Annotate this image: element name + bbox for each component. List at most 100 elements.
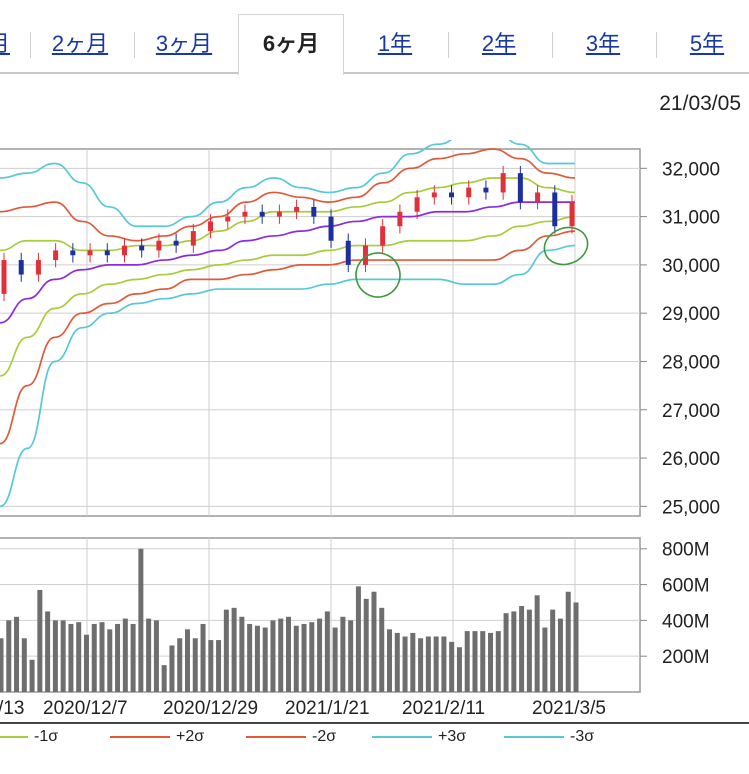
legend-label: -1σ	[34, 728, 59, 745]
candle-body	[121, 245, 127, 256]
candle-body	[449, 192, 455, 198]
band-line-+2σ	[0, 148, 576, 242]
x-axis-labels: /13 2020/12/7 2020/12/29 2021/1/21 2021/2/11…	[0, 698, 606, 719]
tab-separator	[134, 32, 135, 58]
volume-bar	[6, 620, 12, 692]
candle-body	[431, 192, 437, 198]
tab-2-years[interactable]: 2年	[481, 31, 517, 56]
candle-body	[483, 187, 489, 193]
candle-body	[139, 245, 145, 251]
volume-bar	[208, 640, 214, 692]
volume-panel: 800M 600M 400M 200M	[0, 537, 710, 693]
tab-2-months[interactable]: 2ヶ月	[51, 31, 109, 56]
volume-bar	[402, 636, 408, 692]
volume-bar	[107, 629, 113, 692]
x-tick-label: 2021/2/11	[402, 698, 485, 719]
band-line-MA	[0, 201, 575, 324]
y-tick-label: 800M	[662, 540, 710, 561]
candle-body	[18, 260, 24, 275]
chart-date-label: 21/03/05	[659, 92, 741, 115]
volume-bar	[293, 625, 299, 692]
volume-bar	[488, 632, 494, 692]
volume-bar	[83, 634, 89, 692]
volume-bar	[456, 647, 462, 692]
tab-1-month[interactable]: 月	[0, 16, 16, 72]
candle-body	[53, 250, 59, 261]
legend-label: -3σ	[570, 728, 595, 745]
legend-item-minus1sigma: -1σ	[0, 728, 58, 746]
volume-bar	[348, 620, 354, 692]
band-line--3σ	[0, 244, 576, 508]
volume-bar	[433, 636, 439, 692]
x-tick-label: /13	[0, 698, 24, 719]
volume-bar	[526, 609, 532, 692]
candle-body	[35, 260, 41, 275]
volume-bar	[231, 607, 237, 692]
annotation-circle	[543, 226, 589, 266]
legend-line	[0, 735, 28, 738]
tab-separator	[448, 32, 449, 58]
candle-body	[569, 202, 575, 227]
tab-separator	[656, 32, 657, 58]
tab-1-year[interactable]: 1年	[377, 31, 413, 56]
band-line--1σ	[0, 215, 576, 377]
volume-bar	[309, 622, 315, 692]
band-line--2σ	[0, 230, 576, 445]
legend-label: +3σ	[438, 728, 467, 745]
period-tab-bar: 月 2ヶ月 3ヶ月 6ヶ月 1年 2年 3年 5年	[0, 0, 749, 75]
volume-bar	[480, 631, 486, 692]
legend-line	[372, 735, 432, 738]
candle-body	[517, 173, 523, 203]
legend-item-plus2sigma: +2σ	[110, 728, 204, 746]
candle-body	[311, 206, 317, 217]
candle-body	[70, 250, 76, 256]
volume-bar	[425, 636, 431, 692]
volume-bar	[115, 623, 121, 692]
x-tick-label: 2021/1/21	[285, 698, 370, 719]
chart-legend: -1σ +2σ -2σ +3σ -3σ	[0, 728, 749, 758]
volume-bar	[379, 607, 385, 692]
volume-bar	[29, 659, 35, 692]
candle-body	[362, 245, 368, 265]
legend-line	[110, 735, 170, 738]
volume-bar	[169, 645, 175, 692]
tab-separator	[30, 32, 31, 58]
candle-body	[208, 221, 214, 232]
volume-bar	[37, 589, 43, 692]
tab-3-years[interactable]: 3年	[585, 31, 621, 56]
legend-line	[504, 735, 564, 738]
candle-body	[190, 231, 196, 246]
y-tick-label: 200M	[662, 647, 710, 668]
volume-bar	[355, 586, 361, 692]
legend-item-minus2sigma: -2σ	[246, 728, 336, 746]
volume-bar	[60, 620, 66, 692]
volume-bar	[441, 636, 447, 692]
candle-body	[87, 250, 93, 256]
volume-bar	[557, 618, 563, 692]
tab-6-months[interactable]: 6ヶ月	[238, 14, 344, 75]
legend-item-minus3sigma: -3σ	[504, 728, 594, 746]
candle-body	[173, 240, 179, 246]
volume-bar	[573, 602, 579, 692]
volume-bar	[122, 618, 128, 692]
volume-bar	[262, 627, 268, 692]
y-tick-label: 25,000	[662, 497, 720, 518]
volume-bar	[394, 632, 400, 692]
volume-bar	[317, 618, 323, 692]
candle-body	[276, 211, 282, 217]
volume-bar	[286, 616, 291, 692]
volume-bar	[99, 622, 105, 692]
x-tick-label: 2020/12/7	[43, 698, 128, 719]
y-tick-label: 600M	[662, 576, 710, 597]
tab-3-months[interactable]: 3ヶ月	[155, 31, 213, 56]
legend-label: +2σ	[176, 728, 205, 745]
volume-bar	[161, 665, 167, 692]
volume-bar	[511, 611, 517, 692]
candle-body	[414, 197, 420, 212]
tab-5-years[interactable]: 5年	[689, 31, 725, 56]
volume-bar	[503, 613, 509, 692]
y-tick-label: 28,000	[662, 352, 720, 373]
y-tick-label: 32,000	[662, 159, 720, 180]
volume-bar	[52, 620, 58, 692]
volume-bar	[363, 598, 369, 692]
